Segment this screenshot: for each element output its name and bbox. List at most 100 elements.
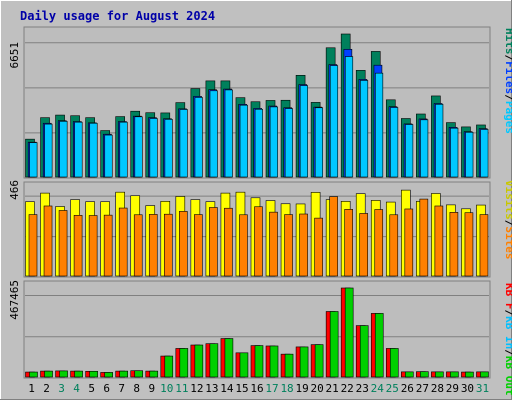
sites-bar bbox=[88, 215, 98, 277]
x-tick-label: 2 bbox=[43, 382, 50, 395]
sites-bar bbox=[404, 208, 414, 277]
kbout-bar bbox=[224, 338, 234, 378]
pages-bar bbox=[450, 127, 459, 178]
sites-bar bbox=[329, 196, 338, 277]
kbout-bar bbox=[59, 370, 68, 378]
kbout-bar bbox=[329, 311, 339, 378]
pages-bar bbox=[59, 121, 68, 178]
kbout-bar bbox=[254, 345, 264, 378]
x-tick-label: 14 bbox=[220, 382, 234, 395]
kbout-bar bbox=[239, 352, 249, 378]
pages-bar bbox=[284, 108, 293, 178]
pages-bar bbox=[480, 129, 489, 178]
kbout-bar bbox=[149, 370, 159, 378]
kbout-bar bbox=[284, 353, 294, 378]
sites-bar bbox=[314, 217, 323, 277]
sites-bar bbox=[254, 206, 263, 277]
x-tick-label: 22 bbox=[341, 382, 354, 395]
sites-bar bbox=[58, 210, 68, 277]
x-tick-label: 20 bbox=[311, 382, 324, 395]
x-tick-label: 28 bbox=[431, 382, 444, 395]
panel-hits-legend: Hits/Files/Pages bbox=[503, 28, 512, 134]
x-tick-label: 30 bbox=[461, 382, 474, 395]
sites-bar bbox=[43, 205, 53, 277]
pages-bar bbox=[104, 134, 113, 178]
legend-kbin: KB In bbox=[503, 316, 512, 349]
x-tick-label: 23 bbox=[356, 382, 369, 395]
legend-separator: / bbox=[503, 220, 512, 227]
pages-bar bbox=[149, 118, 158, 178]
pages-bar bbox=[314, 107, 324, 178]
sites-bar bbox=[148, 214, 158, 277]
pages-bar bbox=[375, 72, 384, 178]
sites-bar bbox=[419, 198, 429, 277]
x-tick-label: 19 bbox=[295, 382, 308, 395]
pages-bar bbox=[74, 121, 83, 178]
x-tick-label: 10 bbox=[160, 382, 173, 395]
panel-visits-legend: Visits/Sites bbox=[503, 180, 512, 260]
pages-bar bbox=[29, 142, 38, 178]
kbout-bar bbox=[209, 343, 219, 378]
legend-pages: Pages bbox=[503, 101, 512, 134]
x-tick-label: 9 bbox=[148, 382, 155, 395]
sites-bar bbox=[179, 211, 188, 277]
panel-kbytes-ymax-label: 467465 bbox=[8, 280, 21, 320]
kbout-bar bbox=[435, 371, 444, 378]
pages-bar bbox=[299, 85, 308, 178]
kbout-bar bbox=[179, 348, 189, 378]
kbout-bar bbox=[480, 371, 489, 378]
kbout-bar bbox=[74, 370, 83, 378]
panel-visits-ymax-label: 466 bbox=[8, 180, 21, 200]
panel-kbytes-grid bbox=[25, 294, 489, 338]
sites-bar bbox=[299, 213, 308, 277]
x-tick-label: 17 bbox=[265, 382, 278, 395]
legend-separator: / bbox=[503, 310, 512, 317]
pages-bar bbox=[269, 106, 278, 178]
kbout-bar bbox=[104, 372, 113, 378]
sites-bar bbox=[344, 209, 353, 277]
sites-bar bbox=[239, 214, 248, 277]
x-tick-label: 6 bbox=[103, 382, 110, 395]
pages-bar bbox=[209, 90, 218, 178]
pages-bar bbox=[329, 65, 339, 178]
pages-bar bbox=[119, 121, 128, 178]
kbout-bar bbox=[89, 370, 98, 378]
x-tick-label: 15 bbox=[235, 382, 248, 395]
legend-hits: Hits bbox=[503, 28, 512, 55]
kbout-bar bbox=[44, 370, 53, 378]
x-tick-label: 1 bbox=[28, 382, 35, 395]
x-tick-label: 11 bbox=[175, 382, 188, 395]
sites-bar bbox=[118, 207, 128, 277]
pages-bar bbox=[390, 107, 399, 178]
legend-kbf: KB F bbox=[503, 283, 512, 310]
sites-bar bbox=[359, 213, 369, 277]
svg-text:Visits/Sites: Visits/Sites bbox=[503, 180, 512, 260]
chart-title: Daily usage for August 2024 bbox=[20, 9, 215, 23]
legend-kbout: KB Out bbox=[503, 356, 512, 396]
svg-text:KB F/KB In/KB Out: KB F/KB In/KB Out bbox=[503, 283, 512, 396]
legend-separator: / bbox=[503, 349, 512, 356]
x-tick-label: 25 bbox=[386, 382, 399, 395]
sites-bar bbox=[194, 214, 203, 277]
kbout-bar bbox=[374, 313, 384, 378]
x-tick-label: 27 bbox=[416, 382, 429, 395]
pages-bar bbox=[194, 97, 203, 178]
pages-bar bbox=[405, 124, 414, 178]
panel-kbytes-legend: KB F/KB In/KB Out bbox=[503, 283, 512, 396]
kbout-bar bbox=[29, 371, 38, 378]
kbout-bar bbox=[299, 346, 309, 378]
kbout-bar bbox=[465, 371, 474, 378]
x-axis-day-labels: 1 2 3 4 5 6 7 8 9 10 11 12 13 14 15 16 17 18 19 20 21 22 23 24 2… bbox=[28, 382, 489, 395]
x-tick-label: 26 bbox=[401, 382, 414, 395]
sites-bar bbox=[284, 214, 293, 277]
pages-bar bbox=[89, 122, 98, 178]
kbout-bar bbox=[194, 344, 204, 378]
kbout-bar bbox=[134, 370, 144, 378]
kbout-bar bbox=[389, 348, 399, 378]
x-tick-label: 4 bbox=[73, 382, 80, 395]
kbout-bar bbox=[359, 325, 369, 378]
pages-bar bbox=[44, 123, 53, 178]
panel-kbytes-bars bbox=[25, 287, 489, 378]
